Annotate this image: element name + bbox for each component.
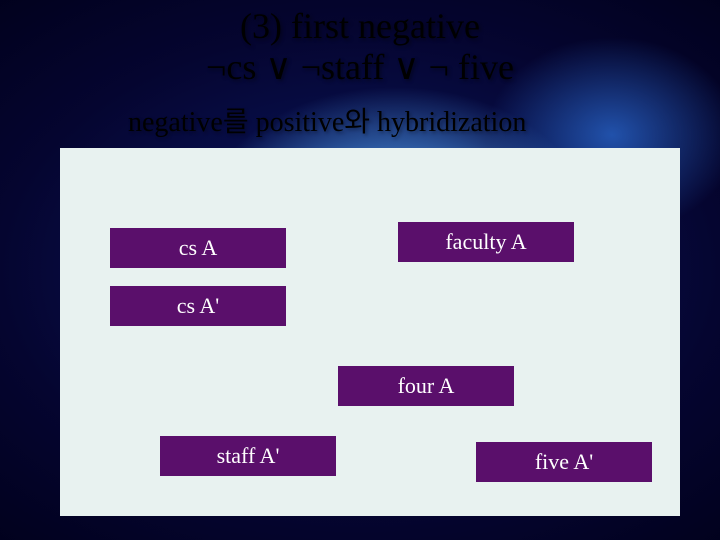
slide: (3) first negative ¬cs ∨ ¬staff ∨ ¬ five… bbox=[0, 0, 720, 540]
box-cs-a: cs A bbox=[110, 228, 286, 268]
slide-subtitle: negative를 positive와 hybridization bbox=[128, 100, 526, 140]
box-five-a2: five A' bbox=[476, 442, 652, 482]
box-faculty-a: faculty A bbox=[398, 222, 574, 262]
box-cs-a2: cs A' bbox=[110, 286, 286, 326]
box-staff-a2: staff A' bbox=[160, 436, 336, 476]
box-label: cs A' bbox=[177, 293, 219, 319]
box-label: five A' bbox=[535, 449, 593, 475]
box-label: faculty A bbox=[445, 229, 526, 255]
slide-title: (3) first negative ¬cs ∨ ¬staff ∨ ¬ five bbox=[0, 6, 720, 89]
title-line-1: (3) first negative bbox=[0, 6, 720, 47]
title-line-2: ¬cs ∨ ¬staff ∨ ¬ five bbox=[0, 47, 720, 88]
box-label: cs A bbox=[179, 235, 218, 261]
box-four-a: four A bbox=[338, 366, 514, 406]
box-label: staff A' bbox=[217, 443, 280, 469]
box-label: four A bbox=[398, 373, 455, 399]
